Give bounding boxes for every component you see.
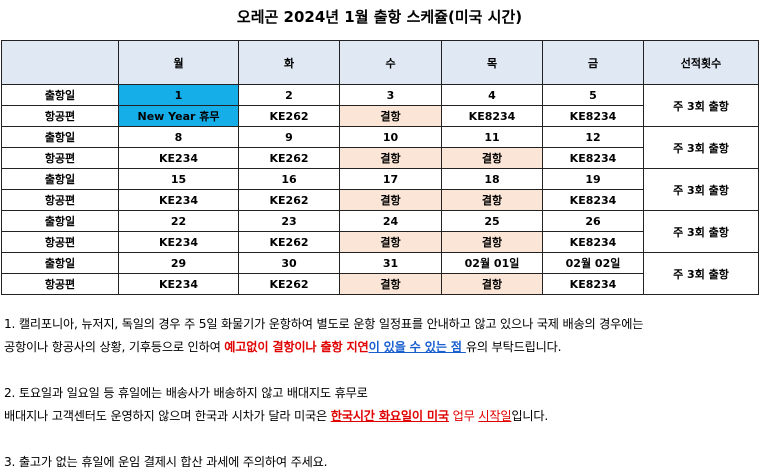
page-title: 오레곤 2024년 1월 출항 스케쥴(미국 시간) (236, 8, 523, 26)
row-label-flight: 항공편 (1, 273, 119, 295)
note-1-text: 공항이나 항공사의 상황, 기후등으로 인하여 (4, 340, 225, 354)
header-wed: 수 (339, 40, 442, 85)
row-label-flight: 항공편 (1, 189, 119, 211)
date-cell: 19 (542, 168, 644, 190)
date-row: 출항일 29 30 31 02월 01일 02월 02일 주 3회 출항 (1, 252, 759, 295)
flight-cell: KE262 (238, 231, 340, 253)
weekly-count: 주 3회 출항 (643, 126, 759, 169)
date-cell: 8 (118, 126, 239, 148)
date-cell: 22 (118, 210, 239, 232)
flight-cell: KE262 (238, 273, 340, 295)
date-cell: 16 (238, 168, 340, 190)
date-cell: 02월 02일 (542, 252, 644, 274)
date-cell: 02월 01일 (441, 252, 543, 274)
weekly-count: 주 3회 출항 (643, 84, 759, 127)
flight-cell: KE262 (238, 189, 340, 211)
flight-cell-holiday: New Year 휴무 (118, 105, 239, 127)
date-cell: 1 (118, 84, 239, 106)
note-2-warning: 한국시간 화요일이 미국 (330, 409, 449, 423)
note-2-work: 업무 (448, 409, 479, 423)
flight-cell-cancelled: 결항 (339, 189, 442, 211)
flight-cell: KE8234 (542, 273, 644, 295)
flight-cell-cancelled: 결항 (441, 273, 543, 295)
flight-cell: KE8234 (542, 105, 644, 127)
flight-cell: KE8234 (542, 147, 644, 169)
date-row: 출항일 22 23 24 25 26 주 3회 출항 (1, 210, 759, 253)
weekly-count: 주 3회 출항 (643, 252, 759, 295)
flight-row: 항공편 KE234 KE262 결항 결항 KE8234 (1, 189, 759, 211)
date-cell: 15 (118, 168, 239, 190)
header-shipments: 선적횟수 (643, 40, 759, 85)
flight-cell-cancelled: 결항 (441, 147, 543, 169)
row-label-date: 출항일 (1, 84, 119, 106)
date-row: 출항일 15 16 17 18 19 주 3회 출항 (1, 168, 759, 211)
date-cell: 5 (542, 84, 644, 106)
date-cell: 4 (441, 84, 543, 106)
flight-cell: KE234 (118, 147, 239, 169)
note-2-end: 입니다. (511, 409, 549, 423)
date-cell: 10 (339, 126, 442, 148)
note-2-start-day: 시작일 (478, 409, 512, 423)
weekly-count: 주 3회 출항 (643, 168, 759, 211)
date-cell: 12 (542, 126, 644, 148)
note-1-line-2: 공항이나 항공사의 상황, 기후등으로 인하여 예고없이 결항이나 출항 지연이… (4, 336, 759, 359)
schedule-table: 월 화 수 목 금 선적횟수 출항일 1 2 3 4 5 주 3회 출항 항공편… (1, 40, 759, 295)
date-cell: 25 (441, 210, 543, 232)
row-label-flight: 항공편 (1, 231, 119, 253)
flight-cell: KE262 (238, 147, 340, 169)
flight-cell-cancelled: 결항 (339, 105, 442, 127)
flight-cell: KE8234 (441, 105, 543, 127)
date-cell: 31 (339, 252, 442, 274)
date-cell: 29 (118, 252, 239, 274)
row-label-date: 출항일 (1, 126, 119, 148)
date-cell: 17 (339, 168, 442, 190)
date-cell: 3 (339, 84, 442, 106)
row-label-flight: 항공편 (1, 147, 119, 169)
note-1-line-1: 1. 캘리포니아, 뉴저지, 독일의 경우 주 5일 화물기가 운항하여 별도로… (4, 317, 644, 331)
notes-section: 1. 캘리포니아, 뉴저지, 독일의 경우 주 5일 화물기가 운항하여 별도로… (4, 313, 759, 474)
flight-cell-cancelled: 결항 (441, 189, 543, 211)
note-2-line-1: 2. 토요일과 일요일 등 휴일에는 배송사가 배송하지 않고 배대지도 휴무로 (4, 386, 368, 400)
row-label-date: 출항일 (1, 252, 119, 274)
header-tue: 화 (238, 40, 340, 85)
flight-cell-cancelled: 결항 (441, 231, 543, 253)
row-label-flight: 항공편 (1, 105, 119, 127)
note-1-emphasis: 이 있을 수 있는 점 (368, 340, 466, 354)
flight-cell: KE262 (238, 105, 340, 127)
date-cell: 26 (542, 210, 644, 232)
date-cell: 30 (238, 252, 340, 274)
date-cell: 2 (238, 84, 340, 106)
flight-cell-cancelled: 결항 (339, 273, 442, 295)
date-cell: 23 (238, 210, 340, 232)
note-3: 3. 출고가 없는 휴일에 운임 결제시 합산 과세에 주의하여 주세요. (4, 455, 328, 469)
flight-cell: KE234 (118, 189, 239, 211)
flight-cell: KE8234 (542, 231, 644, 253)
date-cell: 18 (441, 168, 543, 190)
date-cell: 24 (339, 210, 442, 232)
date-cell: 11 (441, 126, 543, 148)
note-2-line-2: 배대지나 고객센터도 운영하지 않으며 한국과 시차가 달라 미국은 한국시간 … (4, 405, 759, 428)
header-thu: 목 (441, 40, 543, 85)
flight-cell: KE234 (118, 273, 239, 295)
flight-row: 항공편 KE234 KE262 결항 결항 KE8234 (1, 273, 759, 295)
header-mon: 월 (118, 40, 239, 85)
flight-row: 항공편 KE234 KE262 결항 결항 KE8234 (1, 147, 759, 169)
flight-cell: KE8234 (542, 189, 644, 211)
row-label-date: 출항일 (1, 168, 119, 190)
weekly-count: 주 3회 출항 (643, 210, 759, 253)
note-2-text: 배대지나 고객센터도 운영하지 않으며 한국과 시차가 달라 미국은 (4, 409, 331, 423)
header-fri: 금 (542, 40, 644, 85)
header-blank (1, 40, 119, 85)
date-row: 출항일 1 2 3 4 5 주 3회 출항 (1, 84, 759, 127)
date-row: 출항일 8 9 10 11 12 주 3회 출항 (1, 126, 759, 169)
flight-cell-cancelled: 결항 (339, 147, 442, 169)
date-cell: 9 (238, 126, 340, 148)
row-label-date: 출항일 (1, 210, 119, 232)
flight-cell-cancelled: 결항 (339, 231, 442, 253)
note-1-end: 유의 부탁드립니다. (465, 340, 562, 354)
flight-cell: KE234 (118, 231, 239, 253)
note-1-warning: 예고없이 결항이나 출항 지연 (224, 340, 369, 354)
header-row: 월 화 수 목 금 선적횟수 (1, 40, 759, 85)
